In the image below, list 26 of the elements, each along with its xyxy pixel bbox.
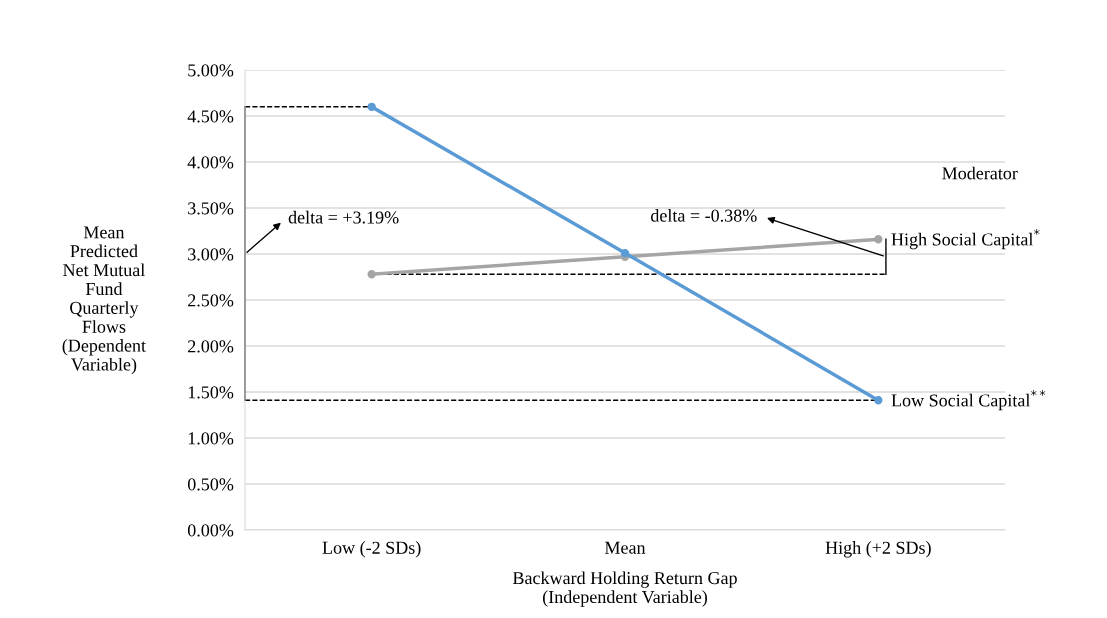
point xyxy=(620,248,630,258)
y-tick-label: 2.50% xyxy=(188,294,234,307)
y-tick-label: 0.00% xyxy=(187,524,234,537)
x-axis-title: Backward Holding Return Gap (Independent Variable) xyxy=(512,571,737,607)
annotation: delta = +3.19% xyxy=(288,210,399,224)
y-tick-label: 1.50% xyxy=(188,386,234,399)
y-axis-title: Mean Predicted Net Mutual Fund Quarterly Flows (Dependent Variable) xyxy=(62,226,146,375)
y-tick-label: 0.50% xyxy=(187,478,234,491)
y-tick-label: 1.00% xyxy=(188,432,234,445)
point xyxy=(874,235,883,244)
point xyxy=(367,102,376,111)
series-label: Low Social Capital$^{**}$ xyxy=(891,390,1046,411)
point xyxy=(367,270,376,279)
x-tick-label: Low (-2 SDs) xyxy=(322,541,421,558)
y-tick-label: 4.50% xyxy=(187,110,234,123)
point xyxy=(874,396,883,405)
legend-title: Moderator xyxy=(942,166,1018,180)
y-tick-label: 4.00% xyxy=(187,156,234,169)
x-tick-label: Mean xyxy=(604,541,646,554)
y-tick-label: 5.00% xyxy=(188,64,234,77)
series-label: High Social Capital$^{*}$ xyxy=(891,229,1040,250)
x-tick-label: High (+2 SDs) xyxy=(825,541,931,558)
y-tick-label: 3.00% xyxy=(188,248,234,261)
y-tick-label: 3.50% xyxy=(188,202,234,215)
y-tick-label: 2.00% xyxy=(188,340,234,353)
annotation: delta = -0.38% xyxy=(650,209,757,222)
